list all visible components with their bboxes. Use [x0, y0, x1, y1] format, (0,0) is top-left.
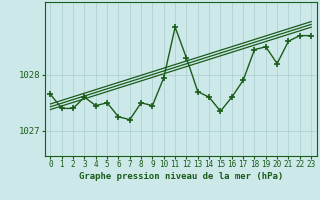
- X-axis label: Graphe pression niveau de la mer (hPa): Graphe pression niveau de la mer (hPa): [79, 172, 283, 181]
